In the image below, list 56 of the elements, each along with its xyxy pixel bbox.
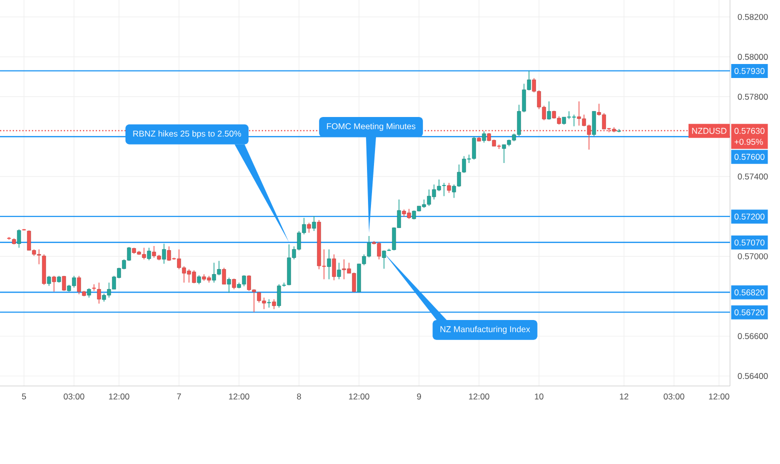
candlestick bbox=[97, 282, 101, 304]
y-tick-label: 0.56600 bbox=[738, 333, 768, 340]
x-tick-label: 12:00 bbox=[229, 394, 250, 400]
candlestick bbox=[162, 243, 166, 264]
x-tick-label: 12:00 bbox=[349, 394, 370, 400]
candlestick bbox=[222, 267, 226, 285]
candlestick bbox=[332, 254, 336, 281]
candlestick bbox=[52, 275, 56, 292]
y-tick-label: 0.58000 bbox=[738, 54, 768, 60]
candlestick bbox=[62, 275, 66, 292]
candlestick bbox=[547, 100, 551, 120]
x-tick-label: 12:00 bbox=[709, 394, 730, 400]
ref-line-label: 0.57600 bbox=[734, 154, 764, 160]
x-tick-label: 5 bbox=[22, 394, 26, 400]
x-tick-label: 8 bbox=[297, 394, 301, 400]
y-tick-label: 0.56400 bbox=[738, 373, 768, 380]
candlestick bbox=[272, 298, 276, 310]
x-tick-label: 12:00 bbox=[109, 394, 130, 400]
candlestick bbox=[232, 278, 236, 290]
candlestick bbox=[312, 216, 316, 232]
candlestick bbox=[447, 182, 451, 194]
candlestick bbox=[337, 262, 341, 280]
x-tick-label: 9 bbox=[417, 394, 421, 400]
x-tick-label: 03:00 bbox=[64, 394, 84, 400]
y-tick-label: 0.58200 bbox=[738, 14, 768, 20]
ref-line-label: 0.57070 bbox=[734, 240, 764, 246]
ref-line-label: 0.56820 bbox=[734, 289, 764, 296]
candlestick bbox=[442, 182, 446, 196]
candlestick bbox=[266, 298, 272, 308]
x-tick-label: 12 bbox=[620, 394, 628, 400]
candlestick bbox=[227, 277, 231, 294]
x-tick-label: 7 bbox=[177, 394, 181, 400]
ref-line-label: 0.57200 bbox=[734, 214, 764, 220]
y-tick-label: 0.57400 bbox=[738, 174, 768, 180]
candlestick bbox=[147, 247, 151, 261]
x-tick-label: 03:00 bbox=[664, 394, 684, 400]
ref-line-label: 0.56720 bbox=[734, 309, 764, 316]
y-tick-label: 0.57800 bbox=[738, 94, 768, 100]
candlestick bbox=[87, 288, 91, 298]
annotation: FOMC Meeting Minutes bbox=[326, 123, 416, 131]
candlestick bbox=[47, 275, 51, 286]
annotation: RBNZ hikes 25 bps to 2.50% bbox=[133, 130, 242, 138]
candlestick bbox=[327, 248, 331, 280]
candlestick bbox=[592, 110, 596, 137]
annotation: NZDUSD bbox=[692, 128, 726, 134]
text: +0.95% bbox=[734, 138, 763, 145]
x-tick-label: 12:00 bbox=[469, 394, 490, 400]
x-tick-label: 10 bbox=[534, 394, 544, 400]
y-tick-label: 0.57000 bbox=[738, 253, 768, 260]
candlestick bbox=[17, 228, 21, 248]
ref-line-label: 0.57630 bbox=[734, 128, 764, 134]
candlestick bbox=[307, 222, 311, 234]
ref-line-label: 0.57930 bbox=[734, 68, 764, 74]
candlestick bbox=[92, 284, 96, 292]
annotation: NZ Manufacturing Index bbox=[440, 326, 530, 334]
candlestick bbox=[482, 130, 486, 144]
